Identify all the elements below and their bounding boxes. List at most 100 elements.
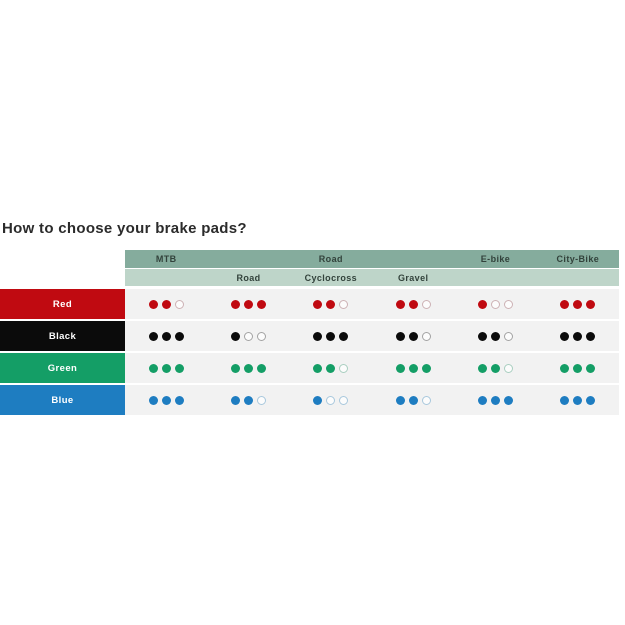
column-header-road: Road: [207, 250, 455, 268]
table-row-green: Green: [0, 353, 619, 383]
dot-filled-icon: [573, 363, 583, 373]
rating-cell: [372, 321, 455, 351]
dot-filled-icon: [586, 395, 596, 405]
rating-cell: [536, 353, 619, 383]
dot-filled-icon: [395, 299, 405, 309]
dot-filled-icon: [161, 331, 171, 341]
rating-cell: [536, 321, 619, 351]
rating-cell: [289, 321, 372, 351]
subheader-road: Road: [207, 269, 290, 286]
row-label-red: Red: [0, 289, 125, 319]
dot-filled-icon: [573, 395, 583, 405]
dot-filled-icon: [503, 395, 513, 405]
dot-filled-icon: [408, 363, 418, 373]
rating-cell: [372, 289, 455, 319]
dot-empty-icon: [421, 395, 431, 405]
subheader-cell-empty: [454, 269, 537, 286]
subheader-cell-empty: [536, 269, 619, 286]
dot-filled-icon: [230, 299, 240, 309]
dot-filled-icon: [230, 331, 240, 341]
dot-empty-icon: [490, 299, 500, 309]
dot-empty-icon: [326, 395, 336, 405]
dot-filled-icon: [148, 363, 158, 373]
dot-empty-icon: [339, 395, 349, 405]
brake-pads-table: MTB Road E-bike City-Bike Road Cyclocros…: [0, 250, 619, 417]
dot-filled-icon: [395, 395, 405, 405]
dot-filled-icon: [326, 331, 336, 341]
dot-filled-icon: [148, 331, 158, 341]
dot-empty-icon: [339, 299, 349, 309]
dot-filled-icon: [421, 363, 431, 373]
table-row-black: Black: [0, 321, 619, 351]
dot-filled-icon: [326, 363, 336, 373]
dot-filled-icon: [477, 395, 487, 405]
rating-cell: [289, 385, 372, 415]
dot-filled-icon: [230, 363, 240, 373]
dot-empty-icon: [503, 363, 513, 373]
dot-empty-icon: [339, 363, 349, 373]
dot-filled-icon: [408, 395, 418, 405]
dot-empty-icon: [174, 299, 184, 309]
rating-cell: [207, 289, 290, 319]
dot-empty-icon: [256, 331, 266, 341]
rating-cell: [454, 353, 537, 383]
dot-filled-icon: [148, 299, 158, 309]
rating-cell: [454, 289, 537, 319]
dot-empty-icon: [421, 299, 431, 309]
dot-filled-icon: [560, 331, 570, 341]
dot-filled-icon: [313, 299, 323, 309]
subheader-cyclocross: Cyclocross: [289, 269, 372, 286]
dot-filled-icon: [230, 395, 240, 405]
table-row-blue: Blue: [0, 385, 619, 415]
rating-cell: [536, 385, 619, 415]
dot-empty-icon: [421, 331, 431, 341]
dot-filled-icon: [490, 395, 500, 405]
dot-filled-icon: [395, 363, 405, 373]
dot-filled-icon: [573, 299, 583, 309]
dot-filled-icon: [395, 331, 405, 341]
dot-filled-icon: [174, 395, 184, 405]
dot-filled-icon: [161, 395, 171, 405]
dot-filled-icon: [560, 299, 570, 309]
row-label-black: Black: [0, 321, 125, 351]
dot-filled-icon: [256, 299, 266, 309]
dot-filled-icon: [560, 395, 570, 405]
dot-filled-icon: [586, 331, 596, 341]
dot-filled-icon: [477, 299, 487, 309]
rating-cell: [372, 353, 455, 383]
dot-filled-icon: [313, 363, 323, 373]
column-header-mtb: MTB: [125, 250, 208, 268]
rating-cell: [125, 289, 208, 319]
dot-empty-icon: [503, 299, 513, 309]
dot-filled-icon: [477, 331, 487, 341]
dot-filled-icon: [326, 299, 336, 309]
subheader-cell-empty: [125, 269, 208, 286]
rating-cell: [125, 385, 208, 415]
dot-filled-icon: [243, 363, 253, 373]
dot-filled-icon: [313, 395, 323, 405]
column-header-ebike: E-bike: [454, 250, 537, 268]
dot-filled-icon: [174, 363, 184, 373]
rating-cell: [289, 289, 372, 319]
header-spacer: [0, 269, 125, 286]
row-label-green: Green: [0, 353, 125, 383]
subheader-gravel: Gravel: [372, 269, 455, 286]
dot-filled-icon: [243, 299, 253, 309]
table-header-row-top: MTB Road E-bike City-Bike: [0, 250, 619, 268]
dot-filled-icon: [586, 299, 596, 309]
rating-cell: [536, 289, 619, 319]
dot-filled-icon: [477, 363, 487, 373]
dot-filled-icon: [313, 331, 323, 341]
dot-empty-icon: [503, 331, 513, 341]
dot-filled-icon: [339, 331, 349, 341]
dot-empty-icon: [256, 395, 266, 405]
row-label-blue: Blue: [0, 385, 125, 415]
dot-filled-icon: [243, 395, 253, 405]
dot-filled-icon: [174, 331, 184, 341]
table-row-red: Red: [0, 289, 619, 319]
dot-filled-icon: [408, 331, 418, 341]
dot-empty-icon: [243, 331, 253, 341]
rating-cell: [207, 385, 290, 415]
rating-cell: [125, 321, 208, 351]
